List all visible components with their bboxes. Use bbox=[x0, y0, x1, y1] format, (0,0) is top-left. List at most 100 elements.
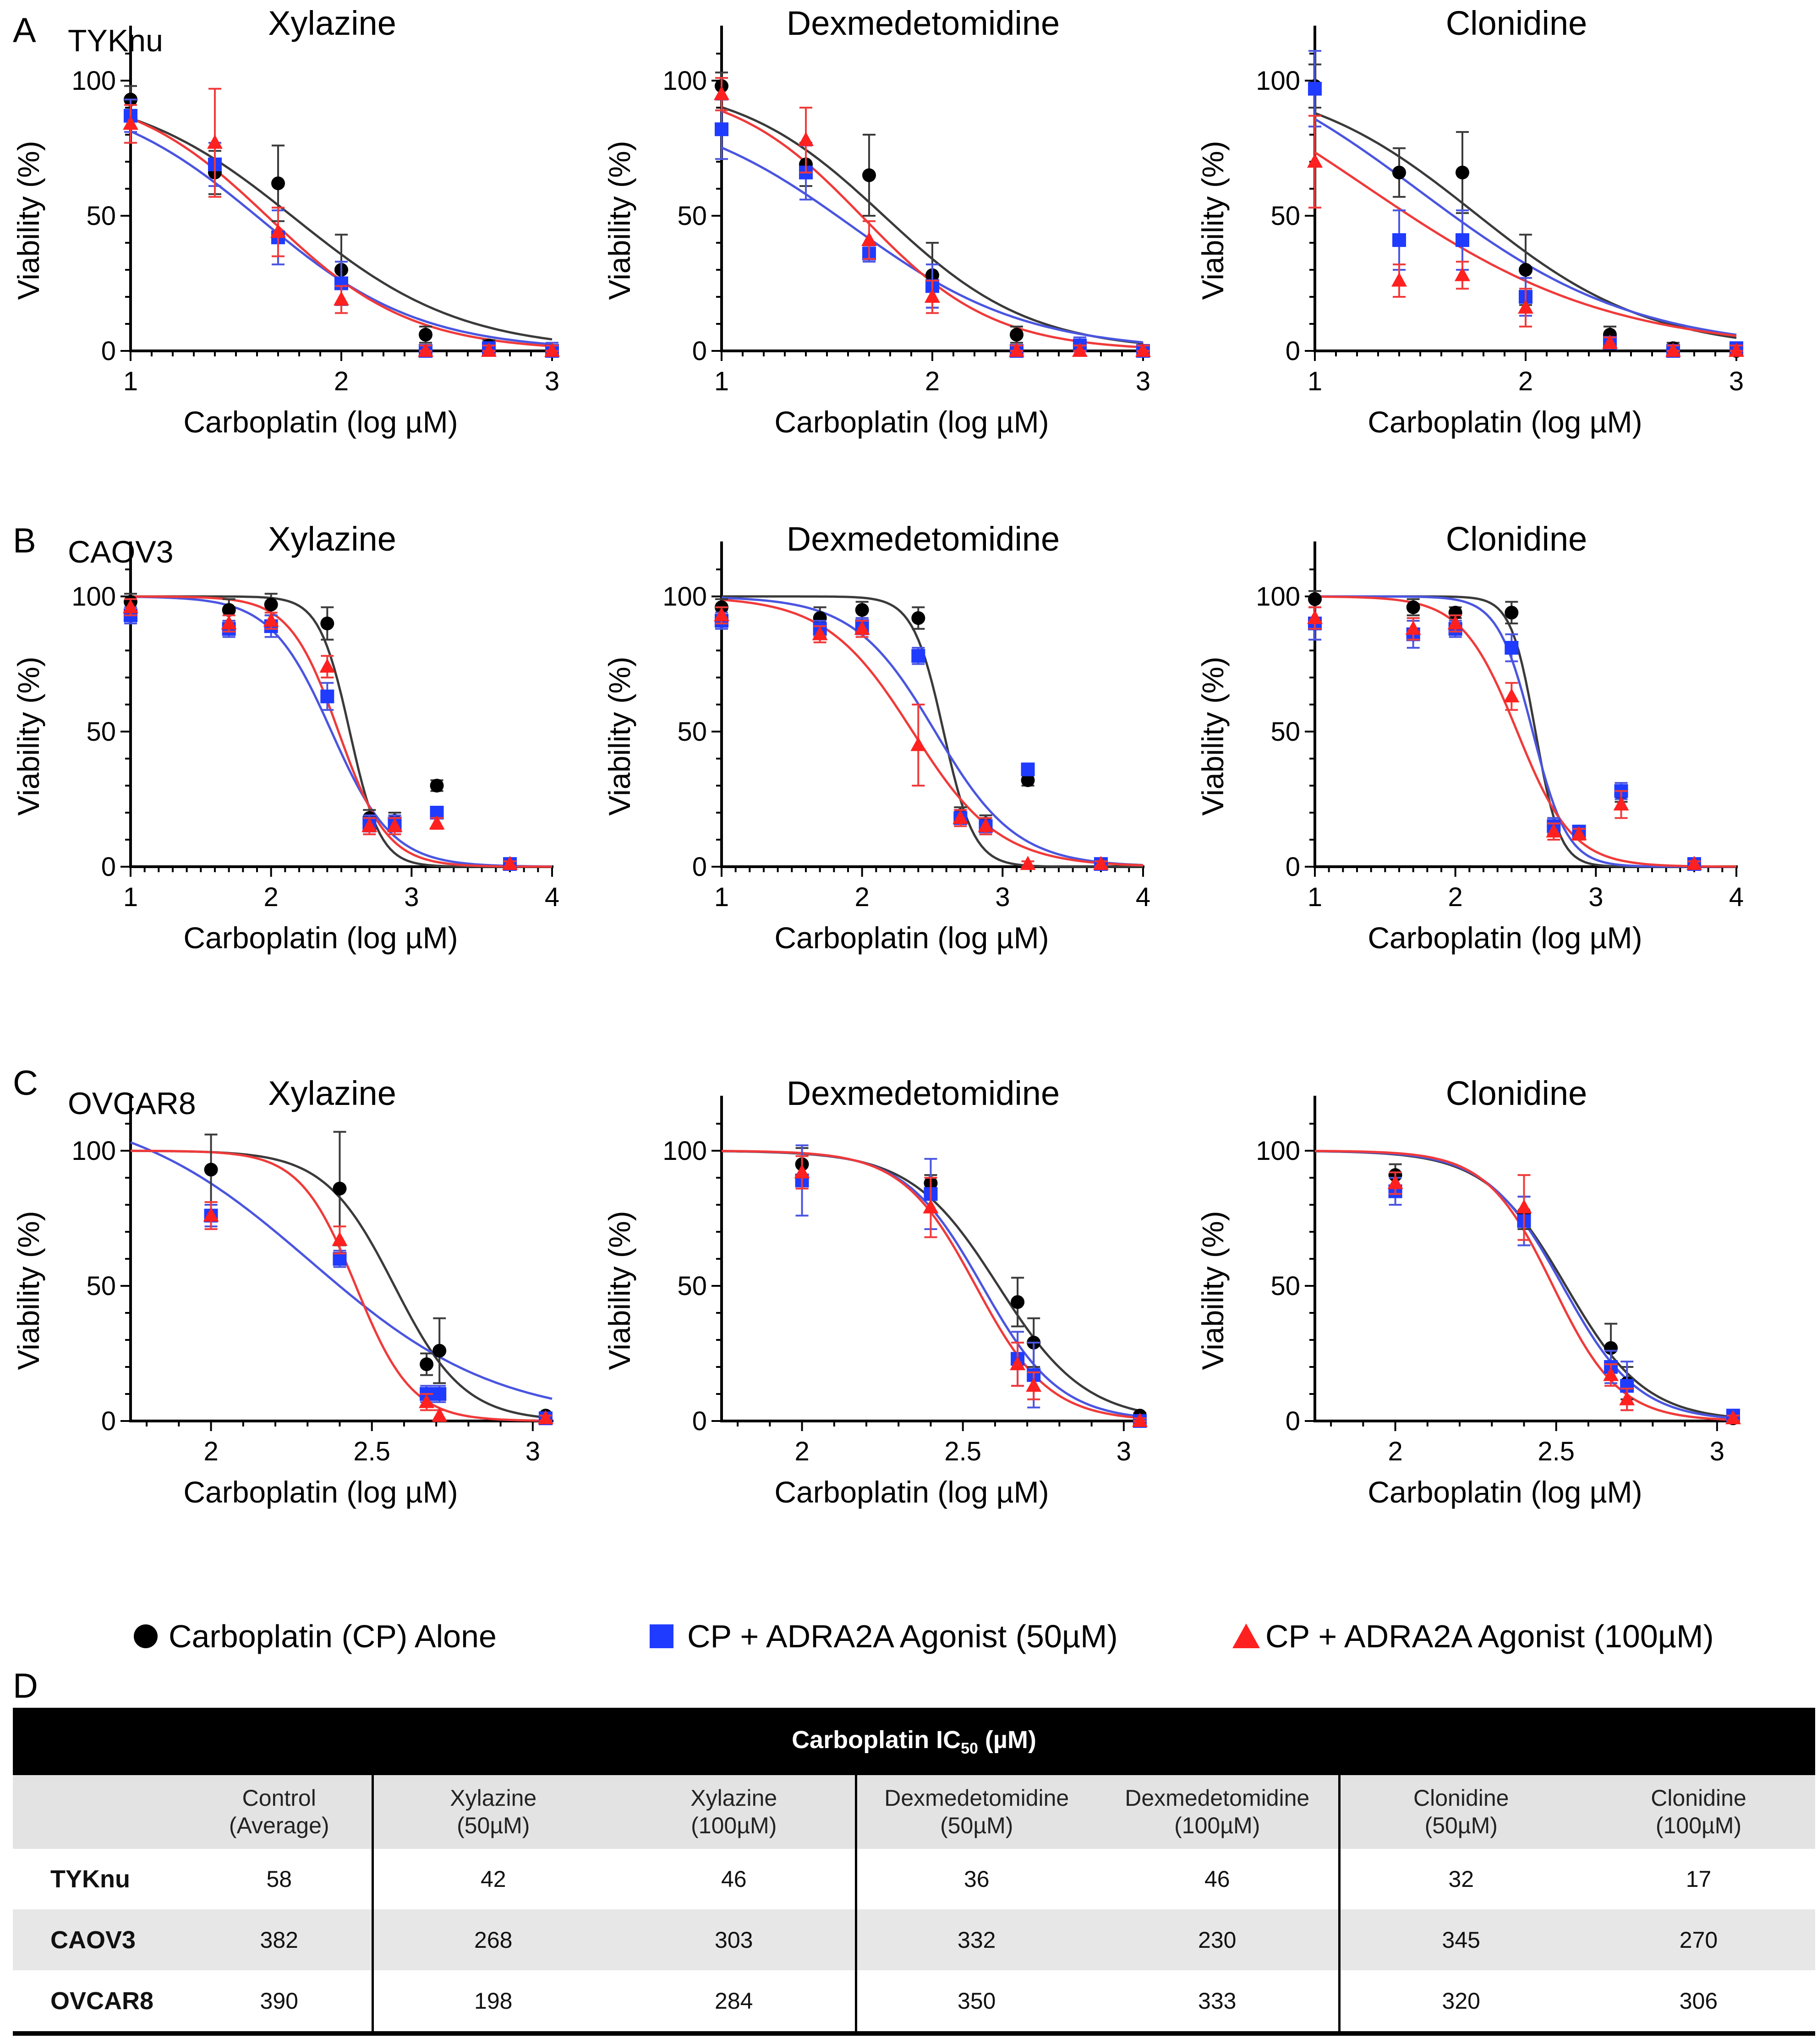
header-cell-clonidine-50: Clonidine (50µM) bbox=[1339, 1775, 1582, 1849]
data-point-cp-adra2a-agonist-100-m bbox=[1603, 1366, 1619, 1381]
data-point-cp-adra2a-agonist-100-m bbox=[1455, 267, 1470, 281]
chart-c-clonidine: Clonidine 0 50 100 2 2.5 3 Carboplatin (log µM)… bbox=[1196, 1074, 1741, 1509]
table-cell: 230 bbox=[1096, 1909, 1341, 1971]
ic50-title-prefix: Carboplatin IC bbox=[792, 1726, 961, 1754]
y-tick-label: 0 bbox=[101, 852, 116, 882]
table-cell: 268 bbox=[372, 1909, 613, 1971]
y-tick-label: 0 bbox=[1286, 852, 1300, 882]
x-axis-title: Carboplatin (log µM) bbox=[1368, 921, 1642, 955]
data-point-cp-adra2a-agonist-100-m bbox=[419, 1394, 435, 1408]
fit-curve-cp-adra2a-agonist-50-m bbox=[130, 1141, 553, 1400]
y-tick-label: 50 bbox=[86, 1271, 116, 1301]
y-tick-label: 50 bbox=[1270, 717, 1300, 747]
table-cell: 42 bbox=[480, 1866, 506, 1892]
header-line2: (100µM) bbox=[1655, 1813, 1742, 1839]
table-cell: 332 bbox=[856, 1909, 1096, 1971]
data-point-cp-adra2a-agonist-100-m bbox=[263, 612, 279, 627]
ic50-title-sub: 50 bbox=[961, 1739, 978, 1757]
data-point-cp-adra2a-agonist-50-m bbox=[320, 689, 334, 704]
data-point-cp-adra2a-agonist-100-m bbox=[1665, 343, 1681, 357]
table-cell: 390 bbox=[187, 1970, 374, 2036]
panel-letter-d: D bbox=[13, 1667, 38, 1705]
data-point-carboplatin-cp-alone bbox=[420, 1357, 434, 1372]
data-point-cp-adra2a-agonist-100-m bbox=[1072, 343, 1088, 357]
x-axis-title: Carboplatin (log µM) bbox=[774, 921, 1049, 955]
data-point-carboplatin-cp-alone bbox=[911, 611, 925, 625]
data-point-cp-adra2a-agonist-100-m bbox=[910, 737, 926, 751]
table-row-caov3: CAOV3 382 268 303 332 230 345 270 bbox=[13, 1909, 1816, 1971]
chart-c-dexmedetomidine: Dexmedetomidine 0 50 100 2 2.5 3 Carboplatin (l… bbox=[602, 1074, 1148, 1509]
data-point-cp-adra2a-agonist-100-m bbox=[714, 86, 729, 100]
chart-title: Xylazine bbox=[268, 1074, 396, 1112]
fit-curve-cp-adra2a-agonist-100-m bbox=[721, 598, 1144, 867]
y-tick-label: 50 bbox=[677, 1271, 707, 1301]
data-point-carboplatin-cp-alone bbox=[855, 603, 869, 617]
data-point-cp-adra2a-agonist-100-m bbox=[1093, 856, 1109, 870]
y-axis-title: Viability (%) bbox=[11, 141, 45, 300]
header-line1: Xylazine bbox=[450, 1785, 537, 1811]
row-label: OVCAR8 bbox=[13, 1970, 187, 2036]
legend-label-cp-100: CP + ADRA2A Agonist (100µM) bbox=[1265, 1618, 1714, 1654]
data-point-cp-adra2a-agonist-50-m bbox=[1308, 82, 1322, 96]
y-axis-title: Viability (%) bbox=[1196, 656, 1230, 815]
header-line1: Dexmedetomidine bbox=[884, 1785, 1069, 1811]
x-tick-label: 1 bbox=[123, 882, 138, 912]
data-point-cp-adra2a-agonist-100-m bbox=[1686, 856, 1702, 870]
table-cell: 303 bbox=[613, 1909, 857, 1971]
data-point-cp-adra2a-agonist-100-m bbox=[123, 599, 138, 613]
data-point-carboplatin-cp-alone bbox=[1505, 606, 1519, 620]
y-tick-label: 100 bbox=[662, 1136, 707, 1166]
data-point-cp-adra2a-agonist-100-m bbox=[812, 626, 828, 640]
table-cell: 382 bbox=[187, 1909, 374, 1971]
chart-title: Dexmedetomidine bbox=[787, 4, 1060, 42]
data-point-carboplatin-cp-alone bbox=[1519, 263, 1532, 277]
data-point-cp-adra2a-agonist-100-m bbox=[1729, 343, 1744, 357]
chart-b-dexmedetomidine: Dexmedetomidine 0 50 100 1 2 3 4 Carboplatin (lo… bbox=[602, 520, 1150, 955]
x-tick-label: 2 bbox=[1388, 1437, 1402, 1466]
x-tick-label: 4 bbox=[1729, 882, 1744, 912]
x-axis-title: Carboplatin (log µM) bbox=[1368, 1475, 1642, 1509]
data-point-cp-adra2a-agonist-100-m bbox=[334, 291, 349, 306]
y-axis-title: Viability (%) bbox=[11, 656, 45, 815]
fit-curve-carboplatin-cp-alone bbox=[722, 595, 1143, 868]
data-point-carboplatin-cp-alone bbox=[271, 176, 285, 191]
data-point-cp-adra2a-agonist-100-m bbox=[1132, 1413, 1148, 1427]
header-cell-xylazine-100: Xylazine (100µM) bbox=[613, 1775, 857, 1849]
fit-curve-carboplatin-cp-alone bbox=[1315, 595, 1736, 868]
chart-a-clonidine: Clonidine 0 50 100 1 2 3 Carboplatin (log µM) Vi… bbox=[1196, 4, 1744, 439]
data-point-cp-adra2a-agonist-100-m bbox=[714, 607, 729, 622]
header-cell-empty bbox=[13, 1775, 187, 1849]
fit-curve-cp-adra2a-agonist-50-m bbox=[1314, 1150, 1737, 1420]
y-axis-title: Viability (%) bbox=[11, 1211, 45, 1370]
data-point-cp-adra2a-agonist-100-m bbox=[1516, 1199, 1532, 1213]
x-tick-label: 2 bbox=[1518, 366, 1533, 396]
fit-curve-cp-adra2a-agonist-100-m bbox=[722, 1150, 1144, 1420]
chart-title: Dexmedetomidine bbox=[787, 1074, 1060, 1112]
x-tick-label: 2.5 bbox=[1538, 1437, 1575, 1466]
data-point-carboplatin-cp-alone bbox=[320, 617, 334, 630]
header-line2: (100µM) bbox=[691, 1813, 777, 1839]
data-point-carboplatin-cp-alone bbox=[204, 1163, 218, 1177]
x-tick-label: 4 bbox=[1136, 882, 1150, 912]
x-tick-label: 1 bbox=[714, 882, 729, 912]
header-line1: Dexmedetomidine bbox=[1125, 1785, 1310, 1811]
y-tick-label: 100 bbox=[71, 1136, 116, 1166]
y-axis-title: Viability (%) bbox=[602, 141, 636, 300]
data-point-carboplatin-cp-alone bbox=[419, 328, 432, 342]
data-point-cp-adra2a-agonist-100-m bbox=[1307, 153, 1323, 168]
x-tick-label: 3 bbox=[525, 1437, 540, 1466]
data-point-cp-adra2a-agonist-100-m bbox=[203, 1207, 219, 1222]
data-point-carboplatin-cp-alone bbox=[1308, 592, 1322, 606]
data-point-cp-adra2a-agonist-50-m bbox=[432, 1387, 447, 1401]
table-cell: 198 bbox=[372, 1970, 613, 2036]
x-tick-label: 1 bbox=[1308, 882, 1322, 912]
y-tick-label: 50 bbox=[677, 717, 707, 747]
table-row-tyknu: TYKnu 58 42 46 36 46 32 17 bbox=[13, 1848, 1815, 1910]
data-point-cp-adra2a-agonist-100-m bbox=[123, 115, 138, 130]
data-point-carboplatin-cp-alone bbox=[333, 1181, 347, 1196]
data-point-cp-adra2a-agonist-50-m bbox=[1505, 641, 1519, 655]
table-cell: 36 bbox=[963, 1866, 990, 1892]
y-tick-label: 0 bbox=[1286, 336, 1300, 366]
x-axis-title: Carboplatin (log µM) bbox=[183, 921, 458, 955]
data-point-cp-adra2a-agonist-100-m bbox=[861, 232, 877, 246]
